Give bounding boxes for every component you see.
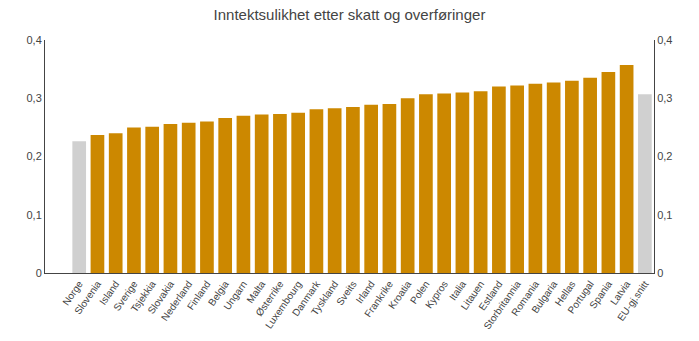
- svg-text:Danmark: Danmark: [290, 278, 323, 318]
- svg-text:Hellas: Hellas: [553, 279, 578, 308]
- svg-text:Finland: Finland: [185, 279, 213, 312]
- svg-text:Portugal: Portugal: [565, 279, 595, 316]
- svg-text:0,2: 0,2: [27, 150, 42, 162]
- svg-text:0,4: 0,4: [27, 34, 42, 46]
- svg-text:Kypros: Kypros: [423, 279, 450, 311]
- svg-text:Sveits: Sveits: [334, 279, 359, 308]
- svg-text:Estland: Estland: [476, 279, 504, 313]
- svg-text:0,2: 0,2: [657, 150, 672, 162]
- svg-text:Latvia: Latvia: [608, 278, 633, 307]
- svg-text:EU-gj.snitt: EU-gj.snitt: [615, 279, 651, 323]
- svg-text:Storbritannia: Storbritannia: [481, 278, 523, 331]
- svg-text:Malta: Malta: [244, 278, 267, 305]
- svg-text:Frankrike: Frankrike: [362, 278, 395, 319]
- svg-text:Norge: Norge: [60, 278, 85, 307]
- svg-text:Belgia: Belgia: [206, 278, 231, 307]
- svg-text:Slovenia: Slovenia: [72, 278, 103, 316]
- svg-text:0,4: 0,4: [657, 34, 672, 46]
- svg-text:Irland: Irland: [354, 279, 377, 306]
- svg-text:Slovakia: Slovakia: [145, 278, 176, 316]
- svg-text:0: 0: [36, 267, 42, 279]
- svg-text:0,3: 0,3: [27, 92, 42, 104]
- svg-text:Luxembourg: Luxembourg: [263, 279, 304, 331]
- svg-text:Kroatia: Kroatia: [386, 278, 413, 311]
- svg-text:0,3: 0,3: [657, 92, 672, 104]
- svg-text:Østerrike: Østerrike: [253, 278, 286, 318]
- svg-text:Tyskland: Tyskland: [309, 279, 341, 318]
- svg-text:0,1: 0,1: [27, 209, 42, 221]
- svg-text:Nederland: Nederland: [159, 279, 194, 323]
- svg-text:0,1: 0,1: [657, 209, 672, 221]
- svg-text:Ungarn: Ungarn: [221, 279, 249, 312]
- svg-text:Bulgaria: Bulgaria: [529, 278, 559, 315]
- svg-text:Sverige: Sverige: [111, 278, 140, 312]
- svg-text:Island: Island: [97, 279, 121, 307]
- svg-text:Inntektsulikhet etter skatt og: Inntektsulikhet etter skatt og overførin…: [214, 6, 486, 23]
- svg-text:Spania: Spania: [587, 278, 614, 310]
- svg-text:0: 0: [657, 267, 663, 279]
- svg-text:Romania: Romania: [509, 278, 541, 317]
- svg-text:Polen: Polen: [408, 279, 432, 306]
- svg-text:Italia: Italia: [447, 278, 468, 302]
- svg-text:Tsjekkia: Tsjekkia: [129, 278, 159, 314]
- svg-text:Litauen: Litauen: [459, 279, 487, 312]
